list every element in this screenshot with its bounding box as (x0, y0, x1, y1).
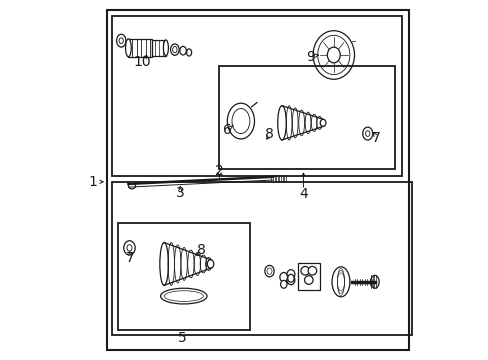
Ellipse shape (163, 40, 168, 56)
Ellipse shape (300, 266, 309, 275)
Text: 7: 7 (125, 251, 134, 265)
Ellipse shape (279, 273, 287, 282)
Bar (118, 223, 249, 330)
Ellipse shape (123, 241, 135, 255)
Ellipse shape (128, 182, 135, 189)
Bar (112, 16, 401, 176)
Ellipse shape (116, 34, 125, 47)
Bar (128, 39, 151, 57)
Text: 3: 3 (176, 185, 184, 199)
Ellipse shape (125, 39, 131, 57)
Ellipse shape (277, 106, 285, 140)
Text: 8: 8 (197, 243, 205, 257)
Ellipse shape (280, 280, 286, 288)
Ellipse shape (160, 243, 168, 285)
Bar (151, 40, 165, 56)
Ellipse shape (362, 127, 372, 140)
Ellipse shape (264, 265, 274, 277)
Ellipse shape (307, 266, 316, 275)
Ellipse shape (180, 46, 186, 55)
Text: 9: 9 (305, 50, 314, 64)
Text: 8: 8 (264, 127, 273, 140)
Ellipse shape (170, 44, 179, 55)
Text: 10: 10 (134, 55, 151, 69)
Ellipse shape (370, 275, 378, 288)
Ellipse shape (286, 275, 294, 285)
Text: 4: 4 (299, 186, 307, 201)
Ellipse shape (326, 47, 340, 63)
Ellipse shape (127, 245, 132, 251)
Text: 1: 1 (88, 175, 97, 189)
Ellipse shape (331, 267, 349, 297)
Bar (112, 182, 411, 336)
Ellipse shape (186, 49, 191, 56)
Bar (298, 263, 319, 290)
Text: 7: 7 (371, 131, 380, 145)
Text: 5: 5 (177, 331, 186, 345)
Ellipse shape (287, 274, 294, 282)
Ellipse shape (266, 268, 271, 274)
Ellipse shape (207, 260, 213, 268)
Text: 2: 2 (215, 165, 224, 179)
Ellipse shape (304, 276, 312, 284)
Ellipse shape (172, 46, 177, 53)
Ellipse shape (320, 119, 325, 126)
Ellipse shape (286, 270, 294, 279)
Text: 6: 6 (223, 123, 231, 137)
Bar (219, 66, 394, 169)
Bar (107, 10, 408, 350)
Ellipse shape (365, 131, 369, 136)
Ellipse shape (119, 38, 123, 44)
